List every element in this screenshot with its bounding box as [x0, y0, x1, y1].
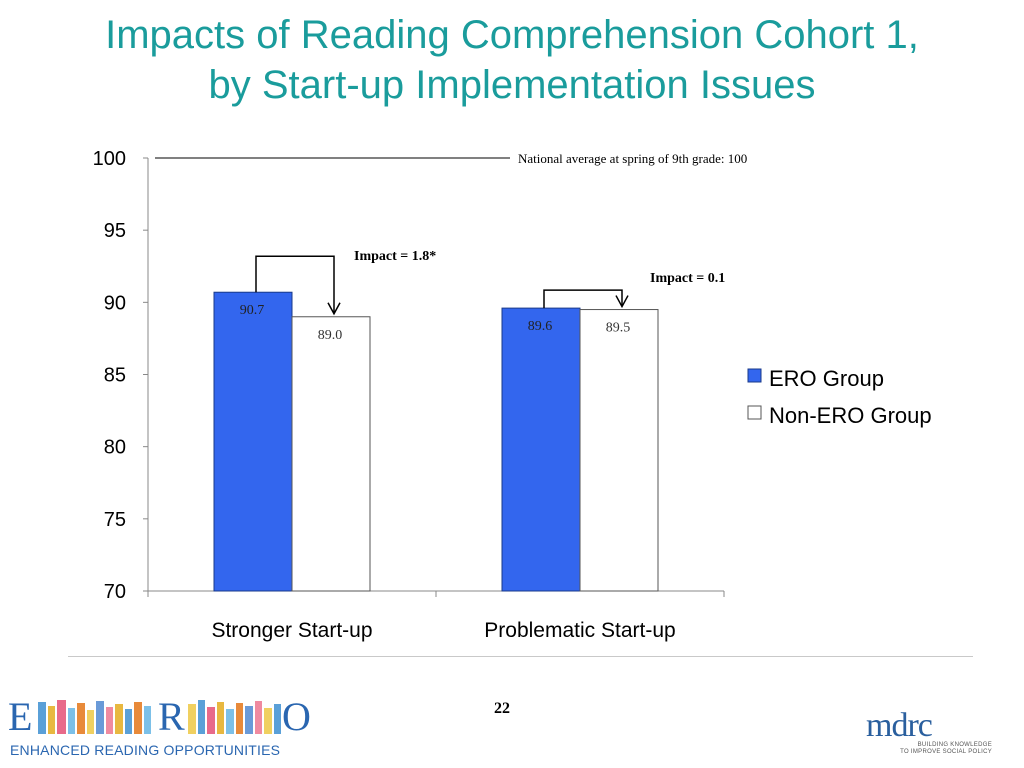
- impact-bracket: [543, 289, 623, 309]
- arrow-down-icon: [615, 295, 629, 309]
- bar-chart: 100 95 90 85 80 75 70 Stronger Start-up Problema…: [93, 148, 932, 642]
- mdrc-logo: mdrc BUILDING KNOWLEDGE TO IMPROVE SOCIA…: [862, 708, 1002, 764]
- ero-letter-r: R: [158, 694, 185, 739]
- bookshelf-icon: [188, 700, 281, 734]
- arrow-down-icon: [327, 302, 341, 316]
- ero-letter-e: E: [8, 694, 33, 739]
- y-tick-label: 85: [104, 365, 126, 387]
- bar-non-ero: [291, 316, 371, 592]
- ero-letter-o: O: [282, 694, 311, 739]
- legend-label: ERO Group: [769, 366, 884, 391]
- impact-label: Impact = 0.1: [650, 271, 725, 286]
- bar-ero: [501, 307, 581, 592]
- legend-swatch: [747, 405, 762, 420]
- mdrc-tagline-line-2: TO IMPROVE SOCIAL POLICY: [900, 749, 992, 755]
- footer-divider: [68, 656, 973, 657]
- y-tick-label: 100: [93, 148, 126, 170]
- mdrc-tagline-line-1: BUILDING KNOWLEDGE: [917, 742, 992, 748]
- data-label: 90.7: [240, 303, 265, 318]
- y-tick-label: 70: [104, 581, 126, 603]
- data-label: 89.5: [606, 321, 631, 336]
- bookshelf-icon: [38, 700, 151, 734]
- slide-title: Impacts of Reading Comprehension Cohort …: [0, 10, 1024, 110]
- ero-logo: E R O ENHANCED READING OPPORTUNITIES: [8, 694, 311, 764]
- data-label: 89.0: [318, 328, 343, 343]
- impact-bracket: [255, 255, 335, 313]
- mdrc-wordmark: mdrc: [866, 707, 933, 744]
- legend-swatch: [747, 368, 762, 383]
- mdrc-tagline: BUILDING KNOWLEDGE TO IMPROVE SOCIAL POL…: [876, 742, 992, 756]
- bar-non-ero: [579, 309, 659, 592]
- x-category-label: Stronger Start-up: [211, 619, 372, 642]
- y-tick-label: 80: [104, 437, 126, 459]
- y-tick-label: 75: [104, 509, 126, 531]
- impact-label: Impact = 1.8*: [354, 249, 436, 264]
- x-category-label: Problematic Start-up: [484, 619, 675, 642]
- ero-tagline: ENHANCED READING OPPORTUNITIES: [10, 742, 281, 758]
- reference-line-label: National average at spring of 9th grade:…: [518, 151, 747, 166]
- legend-label: Non-ERO Group: [769, 403, 932, 428]
- y-tick-label: 95: [104, 220, 126, 242]
- title-line-2: by Start-up Implementation Issues: [208, 63, 816, 107]
- bar-ero: [213, 291, 293, 592]
- y-tick-label: 90: [104, 292, 126, 314]
- page-number: 22: [494, 700, 510, 717]
- title-line-1: Impacts of Reading Comprehension Cohort …: [105, 13, 919, 57]
- data-label: 89.6: [528, 319, 553, 334]
